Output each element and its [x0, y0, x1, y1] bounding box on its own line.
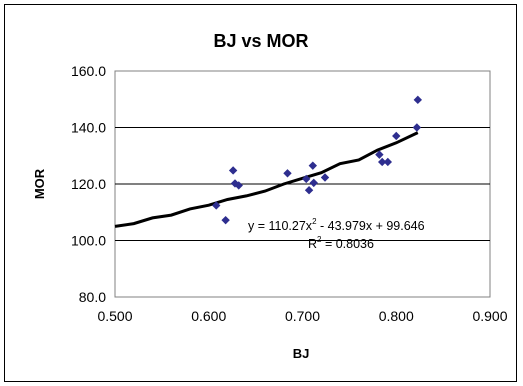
data-point: [212, 201, 221, 210]
data-point: [412, 123, 422, 132]
data-point: [377, 157, 387, 167]
x-axis-label: BJ: [293, 346, 310, 361]
equation-rest: - 43.979x + 99.646: [317, 219, 425, 233]
data-point: [230, 179, 240, 188]
gridlines: [115, 127, 490, 241]
equation-exp: 2: [312, 217, 317, 226]
x-tick-labels: 0.500 0.600 0.700 0.800 0.900: [97, 308, 507, 324]
y-tick-label: 80.0: [79, 289, 106, 305]
y-tick-labels: 80.0 100.0 120.0 140.0 160.0: [71, 63, 106, 305]
data-point: [283, 169, 292, 178]
data-point: [304, 186, 314, 195]
data-point: [309, 178, 318, 188]
y-tick-label: 120.0: [71, 176, 106, 192]
r-squared: R2 = 0.8036: [308, 235, 374, 251]
y-tick-label: 100.0: [71, 233, 106, 249]
equation-main: y = 110.27x: [248, 219, 313, 233]
x-tick-label: 0.700: [285, 308, 320, 324]
data-point: [302, 174, 311, 184]
data-point: [375, 150, 384, 159]
data-point: [413, 95, 423, 105]
y-tick-label: 140.0: [71, 120, 106, 136]
data-point: [308, 161, 318, 170]
y-tick-label: 160.0: [71, 63, 106, 79]
r2-exp: 2: [317, 235, 322, 244]
data-point: [228, 166, 238, 175]
y-axis-label: MOR: [32, 168, 47, 199]
r2-rest: = 0.8036: [321, 237, 374, 251]
chart-title: BJ vs MOR: [213, 31, 308, 51]
x-tick-label: 0.900: [472, 308, 507, 324]
data-point: [320, 173, 330, 182]
r2-main: R: [308, 237, 317, 251]
data-point: [221, 215, 230, 225]
x-tick-label: 0.800: [379, 308, 414, 324]
data-point: [383, 157, 393, 167]
trendline: [114, 131, 419, 228]
data-points: [212, 95, 423, 225]
data-point: [392, 131, 401, 141]
trendline-equation: y = 110.27x2 - 43.979x + 99.646: [248, 217, 425, 233]
data-point: [234, 181, 243, 190]
x-tick-label: 0.600: [191, 308, 226, 324]
x-tick-label: 0.500: [97, 308, 132, 324]
